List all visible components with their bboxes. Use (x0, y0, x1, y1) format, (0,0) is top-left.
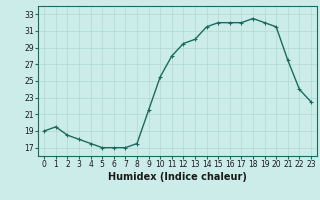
X-axis label: Humidex (Indice chaleur): Humidex (Indice chaleur) (108, 172, 247, 182)
